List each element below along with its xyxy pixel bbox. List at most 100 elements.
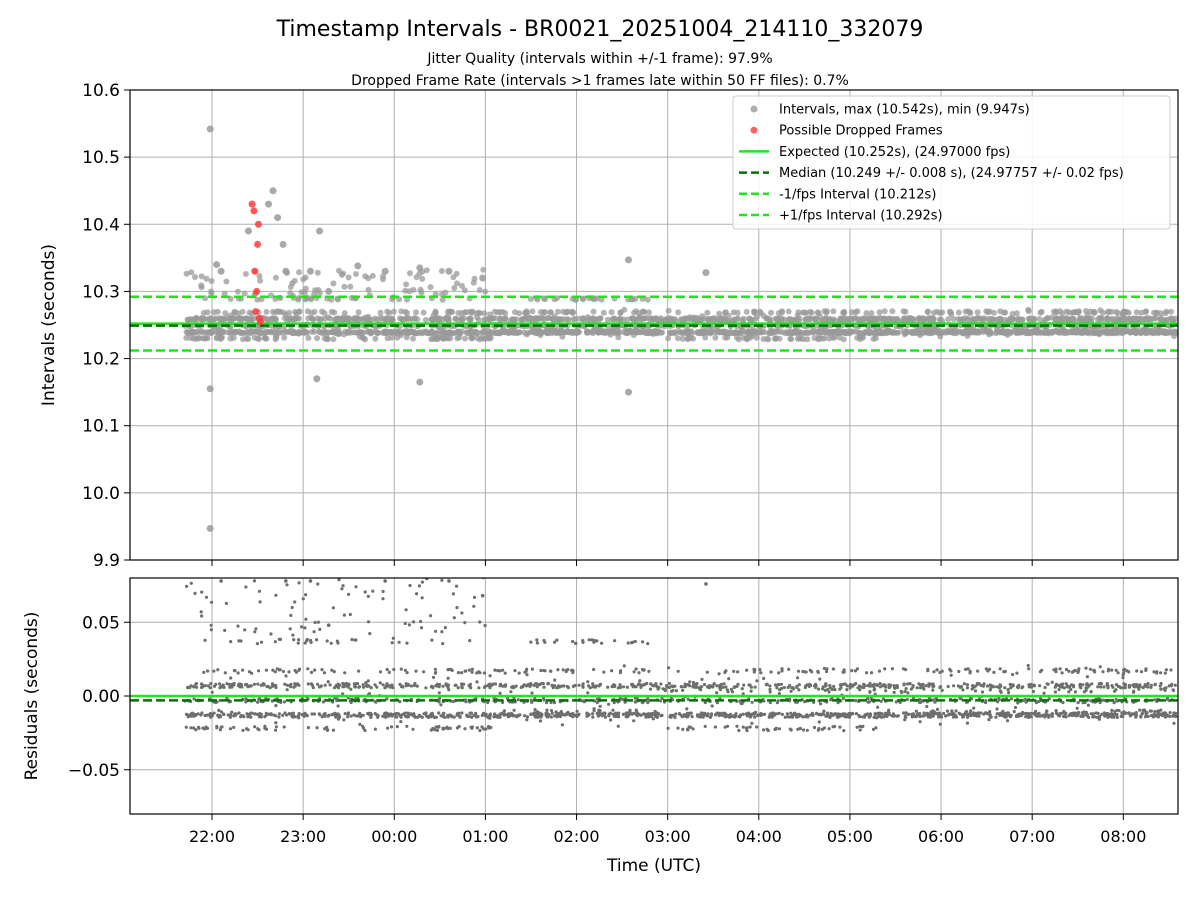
residual-point (667, 666, 671, 670)
residual-point (200, 590, 204, 594)
interval-point (1057, 315, 1064, 322)
residual-point (1050, 680, 1054, 684)
residual-point (940, 688, 944, 693)
interval-point (263, 308, 270, 315)
interval-point (831, 334, 838, 341)
residual-point (768, 700, 772, 705)
interval-point (438, 268, 445, 274)
interval-point (714, 328, 720, 335)
residual-point (406, 715, 411, 719)
intervals-legend: Intervals, max (10.542s), min (9.947s)Po… (732, 95, 1171, 230)
interval-point (409, 329, 416, 336)
residual-point (463, 669, 467, 673)
residual-point (383, 712, 387, 717)
interval-point (454, 280, 460, 287)
residual-point (822, 709, 826, 713)
residual-point (277, 712, 281, 716)
residual-point (729, 687, 734, 691)
residual-point (813, 682, 818, 687)
residual-point (401, 685, 405, 689)
residual-point (1038, 684, 1042, 688)
interval-point (995, 328, 1002, 335)
residual-point (570, 668, 574, 672)
residual-point (217, 708, 221, 713)
residual-point (915, 686, 919, 690)
interval-point (867, 329, 874, 336)
residual-point (571, 639, 575, 644)
interval-point (823, 308, 830, 315)
interval-point (716, 310, 723, 317)
interval-point (1036, 316, 1043, 322)
residual-point (1015, 685, 1020, 689)
residual-point (735, 684, 739, 689)
residual-point (649, 682, 653, 686)
residual-point (431, 714, 435, 718)
interval-point (863, 310, 870, 317)
residual-point (192, 726, 196, 730)
residual-point (890, 667, 895, 671)
interval-point (314, 335, 321, 342)
interval-point (521, 329, 528, 336)
interval-point (643, 315, 650, 321)
residual-point (911, 712, 916, 716)
residual-point (629, 712, 633, 716)
residual-point (964, 667, 968, 672)
residual-point (446, 715, 450, 719)
residual-point (925, 704, 929, 709)
residual-point (806, 715, 810, 719)
interval-point (308, 309, 315, 316)
interval-point (291, 277, 298, 284)
residual-point (677, 712, 682, 716)
residual-point (647, 669, 651, 674)
residual-point (1040, 668, 1044, 672)
interval-point (475, 316, 482, 323)
residual-point (1012, 710, 1016, 714)
residual-point (293, 600, 297, 604)
residual-point (827, 690, 831, 694)
residual-point (212, 711, 216, 715)
interval-point (724, 334, 731, 341)
residual-point (346, 684, 350, 688)
residual-point (575, 709, 579, 713)
residual-point (966, 715, 970, 719)
residual-point (717, 672, 721, 676)
residual-point (460, 611, 464, 615)
residual-point (1093, 670, 1097, 674)
interval-point (598, 296, 605, 303)
residual-point (737, 728, 741, 733)
interval-point (1157, 316, 1164, 323)
interval-point (1103, 329, 1110, 336)
interval-point (423, 329, 430, 336)
residual-point (297, 712, 301, 716)
interval-point (565, 316, 572, 323)
residual-point (404, 608, 408, 612)
residual-point (862, 682, 866, 686)
residual-point (632, 719, 636, 723)
residual-point (322, 671, 327, 675)
interval-point (564, 308, 571, 315)
residual-point (475, 680, 479, 684)
residual-point (209, 628, 213, 632)
outlier-point (416, 378, 424, 386)
residual-point (282, 700, 287, 704)
interval-point (444, 334, 451, 341)
residual-point (523, 714, 527, 718)
residual-point (1084, 686, 1088, 690)
intervals-points (181, 266, 1178, 343)
residual-point (263, 724, 267, 729)
interval-point (214, 329, 221, 336)
interval-point (223, 278, 230, 285)
residual-point (1003, 686, 1007, 690)
residual-point (192, 697, 196, 701)
residual-point (376, 713, 380, 718)
interval-point (804, 330, 811, 337)
interval-point (482, 335, 489, 342)
interval-point (630, 316, 637, 322)
outlier-point (316, 227, 324, 235)
residual-point (297, 667, 302, 671)
residual-point (475, 671, 479, 675)
residual-point (1118, 685, 1122, 689)
residual-point (957, 669, 961, 674)
residual-point (228, 727, 233, 731)
residual-point (1047, 715, 1051, 719)
